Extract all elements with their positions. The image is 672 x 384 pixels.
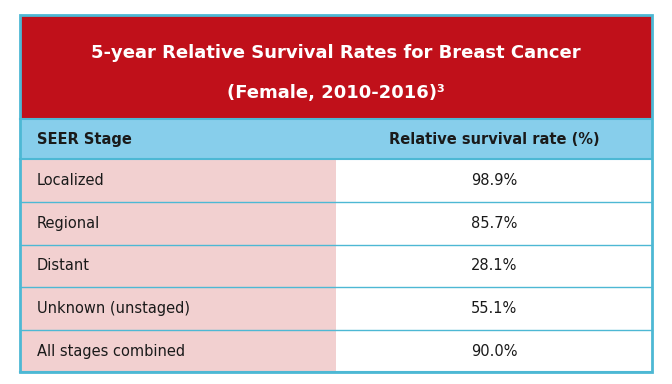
Text: SEER Stage: SEER Stage [37,132,132,147]
Text: Regional: Regional [37,216,100,231]
Text: 55.1%: 55.1% [471,301,517,316]
Bar [20,159,336,202]
Text: All stages combined: All stages combined [37,344,185,359]
Text: 85.7%: 85.7% [470,216,517,231]
Bar [336,287,652,330]
Text: (Female, 2010-2016)³: (Female, 2010-2016)³ [227,84,445,102]
Text: 90.0%: 90.0% [470,344,517,359]
Bar [20,15,652,119]
Bar [336,202,652,245]
Bar [336,245,652,287]
Text: Relative survival rate (%): Relative survival rate (%) [388,132,599,147]
Bar [20,330,336,372]
Bar [20,287,336,330]
Text: 98.9%: 98.9% [471,173,517,188]
Bar [336,330,652,372]
Text: 28.1%: 28.1% [470,258,517,273]
Text: Unknown (unstaged): Unknown (unstaged) [37,301,190,316]
Text: Localized: Localized [37,173,105,188]
Bar [20,202,336,245]
Text: 5-year Relative Survival Rates for Breast Cancer: 5-year Relative Survival Rates for Breas… [91,44,581,62]
Bar [336,159,652,202]
Bar [20,245,336,287]
Text: Distant: Distant [37,258,90,273]
Bar [20,119,652,159]
